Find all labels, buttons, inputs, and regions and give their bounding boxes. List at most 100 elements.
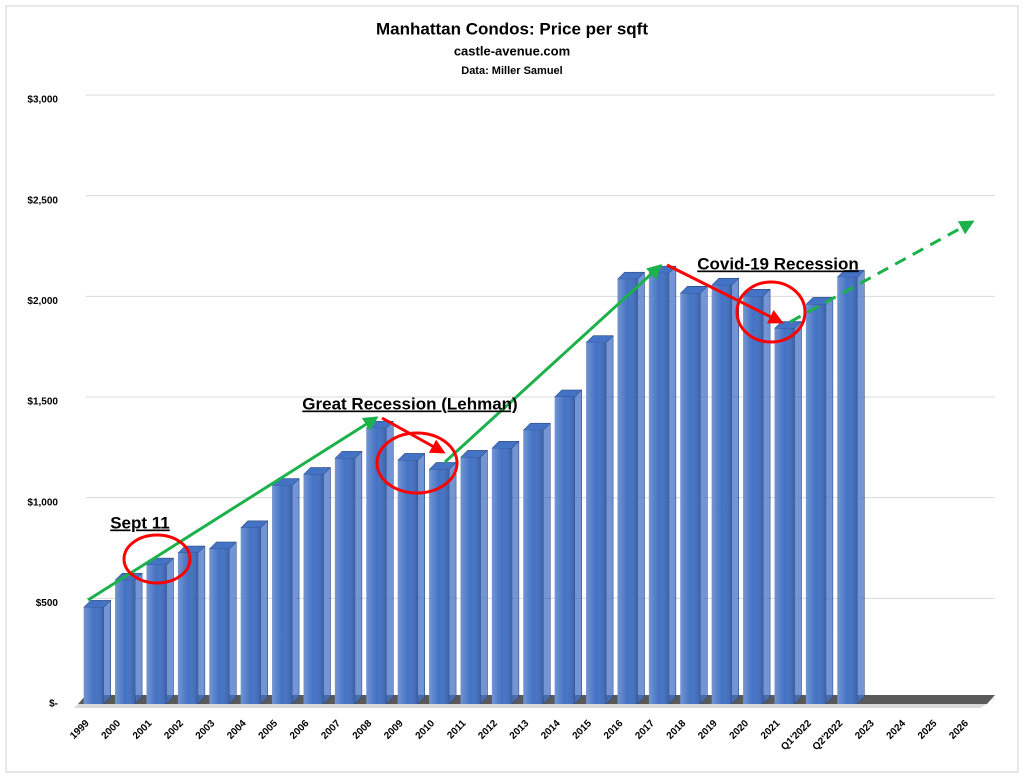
highlight-circle bbox=[375, 431, 459, 495]
bar-side bbox=[511, 440, 520, 705]
bar-shade bbox=[774, 328, 795, 704]
bar-side bbox=[197, 545, 206, 705]
bar-side bbox=[417, 452, 425, 705]
bar-shade bbox=[272, 485, 293, 704]
bar-side bbox=[354, 450, 363, 705]
bar-side bbox=[637, 271, 645, 705]
annotations: Sept 11 Great Recession (Lehman) Covid-1… bbox=[87, 220, 975, 602]
bar-side bbox=[543, 422, 551, 705]
bar-shade bbox=[429, 469, 450, 704]
bar-side bbox=[480, 449, 488, 705]
bar-shade bbox=[837, 277, 858, 704]
bar-side bbox=[134, 572, 143, 705]
bar-shade bbox=[240, 527, 261, 704]
trend-arrow bbox=[443, 263, 663, 464]
x-tick-label: 2004 bbox=[225, 718, 249, 742]
chart-title: Manhattan Condos: Price per sqft bbox=[376, 19, 648, 38]
bar-shade bbox=[554, 396, 575, 704]
annotation: Great Recession (Lehman) bbox=[302, 394, 517, 413]
bar-shade bbox=[680, 293, 701, 704]
x-tick-label: 2019 bbox=[696, 718, 720, 742]
bar-side bbox=[700, 285, 708, 705]
y-tick-label: $1,500 bbox=[27, 397, 58, 408]
bar-shade bbox=[209, 548, 230, 704]
frame bbox=[5, 5, 1019, 773]
x-tick-label: Q2'2022 bbox=[811, 718, 846, 753]
x-tick-label: 1999 bbox=[68, 718, 92, 742]
bar-shade bbox=[743, 296, 764, 704]
x-tick-label: 2023 bbox=[853, 718, 877, 742]
y-tick-label: $500 bbox=[36, 598, 59, 609]
bar-shade bbox=[805, 304, 826, 704]
x-tick-label: 2024 bbox=[885, 718, 909, 742]
bar-shade bbox=[648, 273, 669, 704]
x-tick-label: 2015 bbox=[571, 718, 595, 742]
x-tick-label: 2008 bbox=[351, 718, 375, 742]
bar-shade bbox=[523, 430, 544, 704]
x-tick-label: 2013 bbox=[508, 718, 532, 742]
annotation: Sept 11 bbox=[110, 513, 170, 532]
bar-shade bbox=[491, 448, 512, 704]
bar-side bbox=[668, 265, 677, 705]
bar-side bbox=[103, 599, 111, 705]
bar-side bbox=[574, 389, 582, 705]
y-tick-label: $- bbox=[49, 699, 58, 710]
x-tick-label: 2005 bbox=[257, 718, 281, 742]
x-tick-label: 2020 bbox=[728, 718, 752, 742]
x-tick-label: Q1'2022 bbox=[779, 718, 814, 753]
bar-shade bbox=[586, 342, 607, 704]
bar-shade bbox=[397, 460, 418, 704]
y-tick-label: $2,000 bbox=[27, 296, 58, 307]
bar-side bbox=[386, 420, 394, 705]
floor-edge bbox=[74, 704, 987, 708]
x-tick-label: 2016 bbox=[602, 718, 626, 742]
bar-shade bbox=[334, 458, 355, 704]
highlight-circle bbox=[735, 280, 807, 344]
bar-side bbox=[857, 269, 865, 705]
bar-side bbox=[323, 466, 331, 705]
bar-side bbox=[794, 320, 802, 705]
bar-shade bbox=[146, 565, 167, 704]
bar-shade bbox=[177, 553, 198, 704]
bar-side bbox=[291, 477, 300, 705]
chart-subtitle: castle-avenue.com bbox=[454, 43, 570, 58]
bar-shade bbox=[83, 607, 104, 704]
bar-shade bbox=[366, 428, 387, 704]
y-tick-label: $1,000 bbox=[27, 497, 58, 508]
x-tick-label: 2018 bbox=[665, 718, 689, 742]
highlight-circle bbox=[122, 533, 192, 585]
bar-side bbox=[260, 520, 268, 705]
x-tick-label: 2025 bbox=[916, 718, 940, 742]
drop-arrow bbox=[381, 416, 446, 454]
x-tick-label: 2007 bbox=[319, 718, 343, 742]
bar-shade bbox=[617, 279, 638, 704]
x-tick-label: 2001 bbox=[131, 718, 155, 742]
x-tick-label: 2014 bbox=[539, 718, 563, 742]
x-tick-label: 2003 bbox=[194, 718, 218, 742]
x-tick-label: 2000 bbox=[100, 718, 124, 742]
bar-shade bbox=[303, 474, 324, 704]
bar-shade bbox=[711, 285, 732, 704]
bar-shade bbox=[115, 580, 136, 704]
trend-arrow bbox=[87, 416, 379, 602]
bar-side bbox=[229, 541, 237, 705]
source-note: Data: Miller Samuel bbox=[461, 65, 562, 77]
bar-side bbox=[605, 335, 614, 705]
x-tick-label: 2010 bbox=[414, 718, 438, 742]
bar-side bbox=[762, 288, 771, 705]
bar-side bbox=[731, 277, 739, 705]
y-tick-label: $3,000 bbox=[27, 95, 58, 106]
annotation: Covid-19 Recession bbox=[697, 254, 859, 273]
y-tick-label: $2,500 bbox=[27, 195, 58, 206]
x-tick-label: 2009 bbox=[382, 718, 406, 742]
x-tick-label: 2021 bbox=[759, 718, 783, 742]
x-tick-label: 2006 bbox=[288, 718, 312, 742]
bar-side bbox=[448, 461, 457, 705]
drop-arrow bbox=[666, 263, 784, 324]
x-tick-label: 2011 bbox=[445, 718, 468, 741]
bar-shade bbox=[460, 457, 481, 704]
x-tick-label: 2026 bbox=[947, 718, 971, 742]
x-tick-label: 2012 bbox=[476, 718, 500, 742]
x-tick-label: 2002 bbox=[162, 718, 186, 742]
